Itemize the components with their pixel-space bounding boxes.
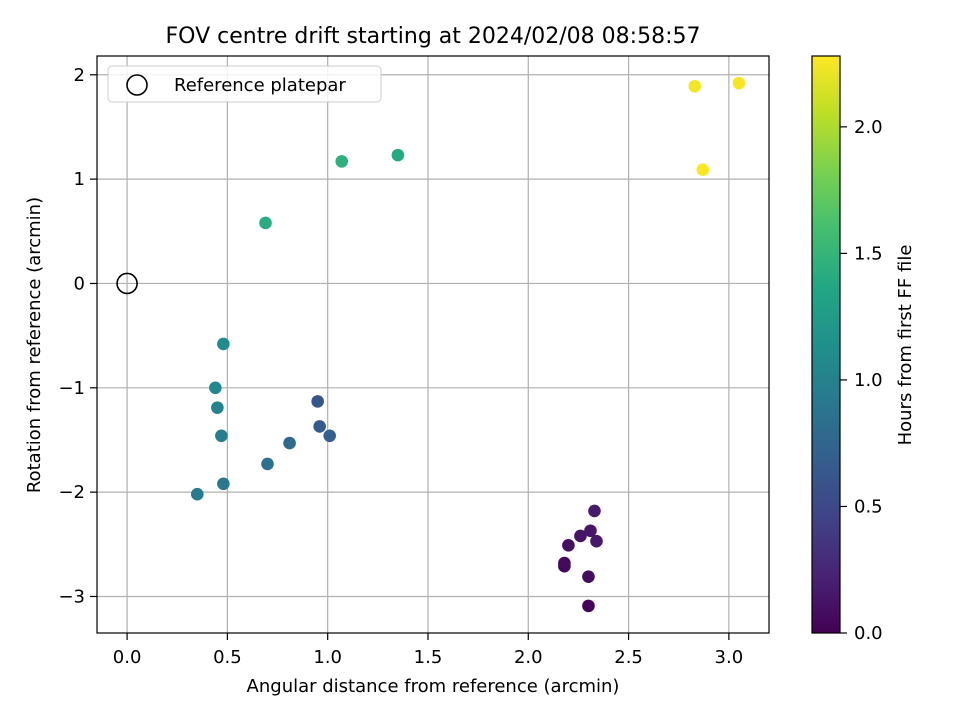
data-point (688, 79, 702, 93)
data-point (190, 487, 204, 501)
data-point (582, 570, 595, 583)
reference-marker (116, 272, 138, 295)
data-point (562, 539, 575, 552)
data-point (261, 457, 274, 471)
x-tick-label: 1.0 (313, 647, 342, 668)
colorbar: 0.0 0.5 1.0 1.5 2.0 Hours from first FF file (811, 55, 916, 644)
y-tick-label: −1 (58, 378, 85, 399)
y-tick-label: 2 (74, 65, 85, 86)
x-tick-label: 2.0 (514, 647, 543, 668)
data-point (209, 381, 222, 395)
data-point (574, 529, 587, 543)
data-point (215, 429, 228, 443)
data-point (335, 155, 349, 168)
colorbar-gradient (812, 56, 840, 633)
data-point (588, 504, 601, 518)
data-point (217, 477, 230, 491)
data-point (582, 599, 595, 613)
y-tick-label: −3 (58, 586, 85, 607)
x-tick-label: 3.0 (715, 647, 744, 668)
colorbar-tick-label: 1.0 (854, 370, 883, 391)
y-tick-label: 0 (74, 273, 85, 294)
colorbar-tick-label: 2.0 (854, 117, 883, 138)
data-point (584, 524, 597, 538)
data-point (558, 556, 571, 570)
data-point (311, 395, 324, 408)
x-tick-label: 0.0 (113, 647, 142, 668)
data-point (283, 436, 296, 450)
data-point (217, 337, 230, 351)
data-point (696, 163, 710, 177)
y-tick-label: 1 (74, 169, 85, 190)
data-point (313, 420, 326, 433)
legend-box (107, 65, 382, 103)
colorbar-tick-label: 1.5 (854, 243, 883, 264)
x-tick-label: 2.5 (614, 647, 643, 668)
x-axis-label: Angular distance from reference (arcmin) (247, 676, 620, 697)
data-point (323, 429, 336, 443)
colorbar-ticks: 0.0 0.5 1.0 1.5 2.0 (840, 117, 883, 644)
data-point (590, 534, 603, 548)
x-axis-ticks: 0.0 0.5 1.0 1.5 2.0 2.5 3.0 (113, 633, 743, 668)
x-tick-label: 0.5 (213, 647, 242, 668)
plot-area (97, 56, 769, 633)
colorbar-frame (811, 55, 841, 634)
x-tick-label: 1.5 (414, 647, 443, 668)
data-point (211, 401, 224, 414)
y-axis-ticks: −3 −2 −1 0 1 2 (58, 65, 97, 607)
legend-marker (126, 74, 148, 96)
chart-title: FOV centre drift starting at 2024/02/08 … (166, 24, 701, 49)
legend-label: Reference platepar (174, 75, 346, 96)
grid (97, 56, 769, 633)
plot-frame (96, 55, 770, 634)
colorbar-tick-label: 0.0 (854, 623, 883, 644)
y-tick-label: −2 (58, 482, 85, 503)
data-point (259, 216, 272, 230)
data-point (391, 148, 405, 162)
data-point (732, 76, 746, 90)
legend: Reference platepar (107, 65, 382, 103)
data-points (190, 76, 746, 613)
y-axis-label: Rotation from reference (arcmin) (24, 197, 45, 493)
colorbar-tick-label: 0.5 (854, 496, 883, 517)
colorbar-label: Hours from first FF file (895, 245, 916, 446)
